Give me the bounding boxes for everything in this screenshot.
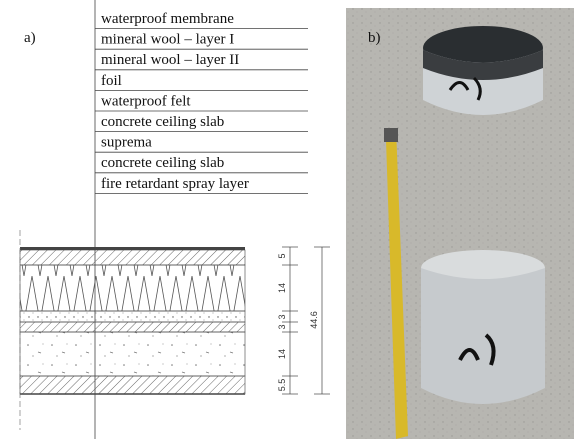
dimensions — [282, 247, 330, 394]
panel-label: b) — [368, 30, 381, 46]
layer-label: fire retardant spray layer — [101, 176, 249, 192]
dimension: 5 — [277, 253, 287, 258]
layer-labels: waterproof membrane mineral wool – layer … — [95, 11, 308, 193]
panel-label: a) — [24, 30, 36, 46]
figure: a) waterproof membrane mineral wool – lay… — [0, 0, 574, 439]
dimension: 3 — [277, 314, 287, 319]
cross-section — [20, 230, 245, 430]
total-dimension: 44.6 — [309, 311, 319, 329]
layer-label: waterproof membrane — [101, 11, 234, 27]
layer-label: foil — [101, 73, 122, 89]
layer-label: concrete ceiling slab — [101, 114, 224, 130]
layer-label: suprema — [101, 135, 152, 151]
layer-label: waterproof felt — [101, 93, 191, 109]
dimension: 14 — [277, 349, 287, 359]
layer-label: mineral wool – layer I — [101, 32, 234, 48]
dimension: 3 — [277, 324, 287, 329]
dimension: 14 — [277, 283, 287, 293]
dimension: 5.5 — [277, 379, 287, 392]
photo — [346, 8, 574, 439]
layer-label: mineral wool – layer II — [101, 52, 239, 68]
layer-label: concrete ceiling slab — [101, 155, 224, 171]
